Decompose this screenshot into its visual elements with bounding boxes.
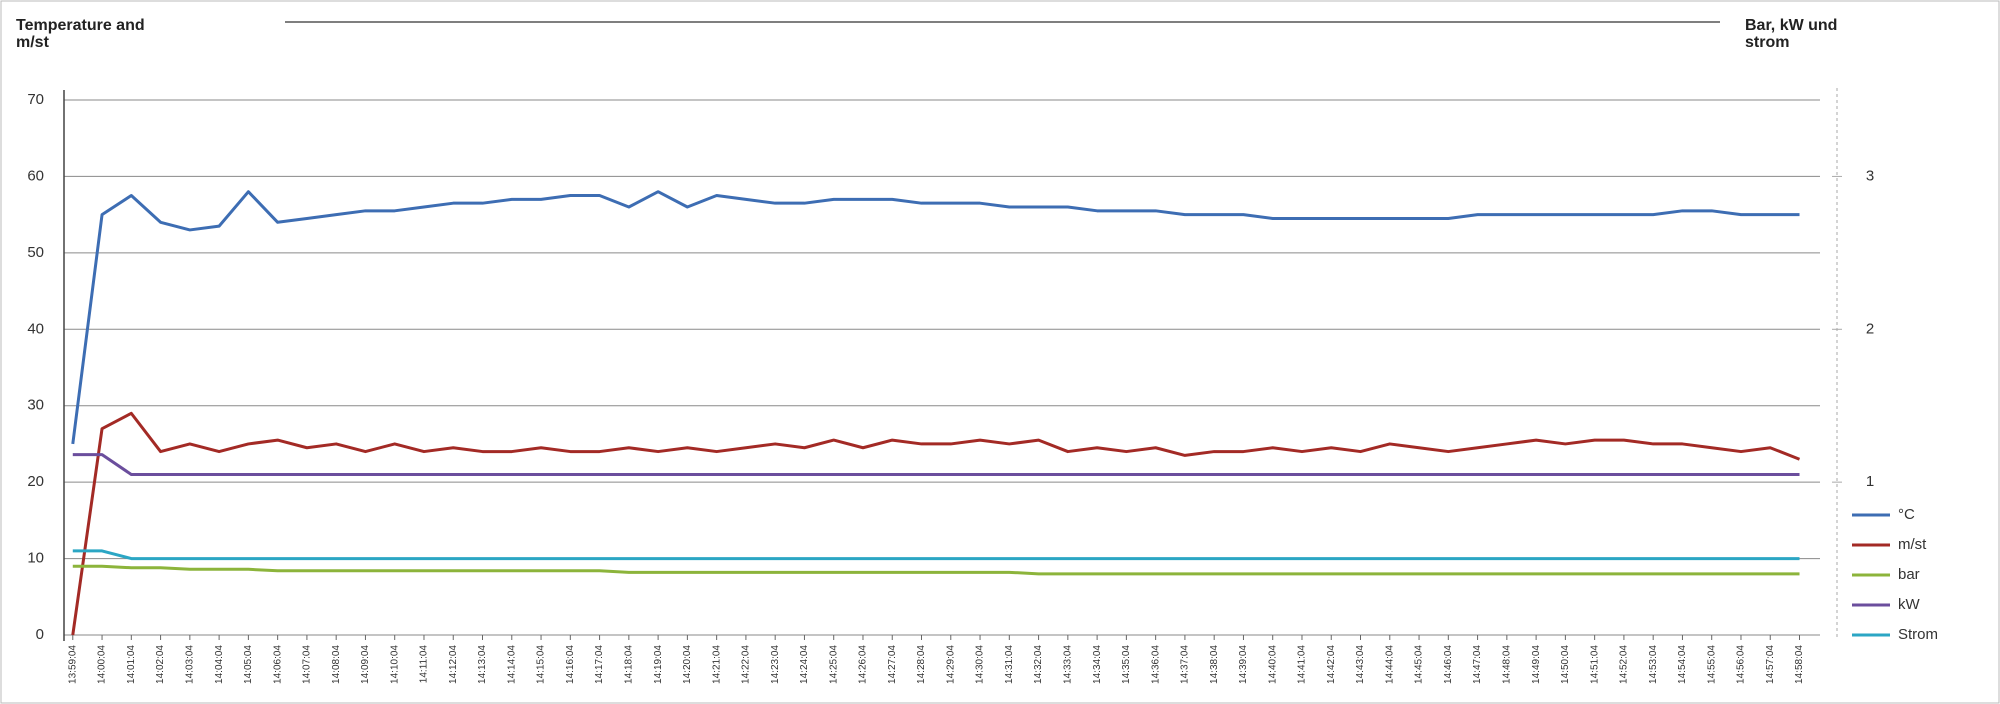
x-tick-label: 14:35:04 [1121, 645, 1132, 684]
x-tick-label: 14:38:04 [1209, 645, 1220, 684]
y-tick-label: 50 [27, 244, 44, 261]
x-tick-label: 14:03:04 [184, 645, 195, 684]
y-tick-label: 60 [27, 167, 44, 184]
x-tick-label: 14:50:04 [1560, 645, 1571, 684]
y-tick-label: 40 [27, 320, 44, 337]
y2-tick-label: 3 [1866, 167, 1874, 184]
x-tick-label: 14:32:04 [1033, 645, 1044, 684]
y-tick-label: 0 [36, 626, 44, 643]
x-tick-label: 14:12:04 [448, 645, 459, 684]
x-tick-label: 14:19:04 [653, 645, 664, 684]
x-tick-label: 14:53:04 [1648, 645, 1659, 684]
x-tick-label: 14:55:04 [1706, 645, 1717, 684]
x-tick-label: 14:27:04 [887, 645, 898, 684]
x-tick-label: 14:25:04 [828, 645, 839, 684]
x-tick-label: 14:45:04 [1414, 645, 1425, 684]
x-tick-label: 14:00:04 [97, 645, 108, 684]
legend-label: °C [1898, 506, 1915, 523]
x-tick-label: 14:41:04 [1297, 645, 1308, 684]
y-tick-label: 20 [27, 473, 44, 490]
x-tick-label: 14:51:04 [1589, 645, 1600, 684]
x-tick-label: 14:01:04 [126, 645, 137, 684]
x-tick-label: 14:54:04 [1677, 645, 1688, 684]
x-tick-label: 14:42:04 [1326, 645, 1337, 684]
x-tick-label: 14:58:04 [1794, 645, 1805, 684]
x-tick-label: 14:23:04 [770, 645, 781, 684]
x-tick-label: 14:02:04 [155, 645, 166, 684]
x-tick-label: 14:37:04 [1180, 645, 1191, 684]
x-tick-label: 14:08:04 [331, 645, 342, 684]
x-tick-label: 14:10:04 [389, 645, 400, 684]
x-tick-label: 14:14:04 [506, 645, 517, 684]
x-tick-label: 14:21:04 [711, 645, 722, 684]
x-tick-label: 14:48:04 [1501, 645, 1512, 684]
y2-tick-label: 2 [1866, 320, 1874, 337]
y-axis-title: Temperature and m/st [16, 17, 145, 51]
x-tick-label: 14:18:04 [623, 645, 634, 684]
x-tick-label: 14:39:04 [1238, 645, 1249, 684]
x-tick-label: 14:16:04 [565, 645, 576, 684]
series-line [71, 190, 1800, 445]
x-tick-label: 14:33:04 [1062, 645, 1073, 684]
x-tick-label: 14:15:04 [536, 645, 547, 684]
x-tick-label: 14:09:04 [360, 645, 371, 684]
x-tick-label: 14:36:04 [1150, 645, 1161, 684]
x-tick-label: 14:06:04 [272, 645, 283, 684]
x-tick-label: 14:07:04 [302, 645, 313, 684]
x-tick-label: 14:29:04 [945, 645, 956, 684]
x-tick-label: 14:30:04 [975, 645, 986, 684]
series-line [72, 564, 1800, 576]
y-tick-label: 10 [27, 550, 44, 567]
series-line [71, 411, 1801, 636]
x-tick-label: 14:46:04 [1443, 645, 1454, 684]
legend-label: m/st [1898, 536, 1927, 553]
x-tick-label: 14:17:04 [594, 645, 605, 684]
y-tick-label: 70 [27, 91, 44, 108]
x-tick-label: 14:04:04 [214, 645, 225, 684]
series-line [72, 453, 1800, 476]
x-tick-label: 14:34:04 [1092, 645, 1103, 684]
legend-label: bar [1898, 566, 1920, 583]
x-tick-label: 14:57:04 [1765, 645, 1776, 684]
x-tick-label: 14:26:04 [858, 645, 869, 684]
x-tick-label: 14:05:04 [243, 645, 254, 684]
legend-label: kW [1898, 596, 1921, 613]
x-tick-label: 14:28:04 [916, 645, 927, 684]
x-tick-label: 14:11:04 [419, 645, 430, 684]
x-tick-label: 14:49:04 [1531, 645, 1542, 684]
x-tick-label: 14:47:04 [1472, 645, 1483, 684]
x-tick-label: 13:59:04 [67, 645, 78, 684]
x-tick-label: 14:31:04 [1004, 645, 1015, 684]
x-tick-label: 14:20:04 [682, 645, 693, 684]
series-line [72, 549, 1800, 561]
y2-tick-label: 1 [1866, 473, 1874, 490]
x-tick-label: 14:13:04 [477, 645, 488, 684]
y-tick-label: 30 [27, 397, 44, 414]
legend-label: Strom [1898, 626, 1938, 643]
x-tick-label: 14:40:04 [1267, 645, 1278, 684]
x-tick-label: 14:44:04 [1384, 645, 1395, 684]
x-tick-label: 14:24:04 [799, 645, 810, 684]
x-tick-label: 14:56:04 [1736, 645, 1747, 684]
y2-axis-title: Bar, kW und strom [1745, 17, 1837, 51]
x-tick-label: 14:52:04 [1619, 645, 1630, 684]
x-tick-label: 14:22:04 [741, 645, 752, 684]
x-tick-label: 14:43:04 [1355, 645, 1366, 684]
